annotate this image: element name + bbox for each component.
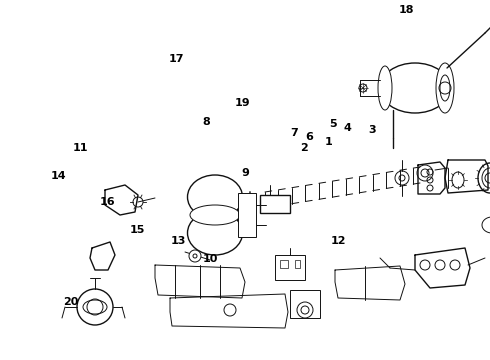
Ellipse shape bbox=[378, 66, 392, 110]
Ellipse shape bbox=[190, 205, 240, 225]
Polygon shape bbox=[415, 248, 470, 288]
Polygon shape bbox=[418, 162, 445, 194]
Text: 10: 10 bbox=[203, 254, 219, 264]
Text: 16: 16 bbox=[100, 197, 116, 207]
Ellipse shape bbox=[478, 163, 490, 193]
Text: 11: 11 bbox=[73, 143, 89, 153]
Polygon shape bbox=[335, 266, 405, 300]
Text: 20: 20 bbox=[63, 297, 79, 307]
Ellipse shape bbox=[440, 75, 450, 101]
Circle shape bbox=[224, 304, 236, 316]
Polygon shape bbox=[445, 160, 488, 193]
Polygon shape bbox=[170, 294, 288, 328]
Text: 9: 9 bbox=[241, 168, 249, 178]
Ellipse shape bbox=[188, 175, 243, 219]
Circle shape bbox=[417, 165, 433, 181]
Ellipse shape bbox=[188, 211, 243, 255]
Circle shape bbox=[420, 260, 430, 270]
Ellipse shape bbox=[452, 172, 464, 188]
Text: 13: 13 bbox=[171, 236, 187, 246]
Ellipse shape bbox=[83, 300, 107, 314]
Circle shape bbox=[189, 250, 201, 262]
Text: 15: 15 bbox=[129, 225, 145, 235]
Text: 1: 1 bbox=[324, 137, 332, 147]
Text: 17: 17 bbox=[169, 54, 184, 64]
Text: 14: 14 bbox=[51, 171, 67, 181]
Circle shape bbox=[77, 289, 113, 325]
Bar bbox=[275, 255, 305, 280]
Text: 4: 4 bbox=[344, 123, 352, 133]
Text: 5: 5 bbox=[329, 119, 337, 129]
Text: 19: 19 bbox=[235, 98, 250, 108]
Circle shape bbox=[297, 302, 313, 318]
Text: 18: 18 bbox=[399, 5, 415, 15]
Text: 7: 7 bbox=[290, 128, 298, 138]
Circle shape bbox=[435, 260, 445, 270]
Bar bbox=[280, 260, 288, 268]
Circle shape bbox=[395, 171, 409, 185]
Text: 3: 3 bbox=[368, 125, 376, 135]
Text: 2: 2 bbox=[300, 143, 308, 153]
Bar bbox=[295, 260, 300, 268]
Bar bbox=[238, 193, 256, 237]
Text: 6: 6 bbox=[305, 132, 313, 142]
Polygon shape bbox=[90, 242, 115, 270]
Bar bbox=[290, 290, 320, 318]
Bar bbox=[260, 195, 290, 213]
Polygon shape bbox=[105, 185, 138, 215]
Text: 8: 8 bbox=[202, 117, 210, 127]
Circle shape bbox=[450, 260, 460, 270]
Polygon shape bbox=[155, 265, 245, 298]
Ellipse shape bbox=[436, 63, 454, 113]
Text: 12: 12 bbox=[330, 236, 346, 246]
Ellipse shape bbox=[380, 63, 450, 113]
